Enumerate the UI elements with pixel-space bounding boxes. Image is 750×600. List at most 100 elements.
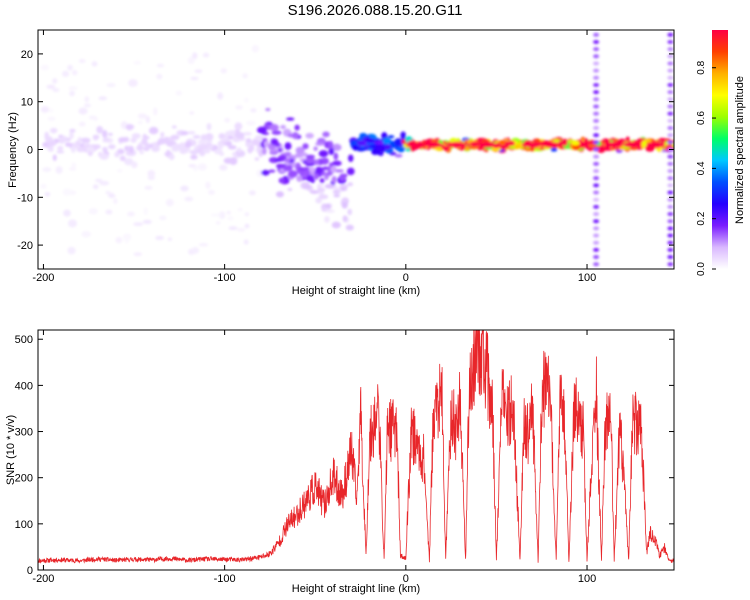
spectrogram-cell	[199, 150, 206, 156]
spectrogram-cell	[190, 76, 199, 81]
spectrogram-cell	[308, 166, 316, 173]
spectrogram-cell	[593, 118, 600, 123]
spectrogram-cell	[78, 59, 86, 63]
spectrogram-cell	[102, 130, 108, 138]
spectrogram-cell	[571, 140, 580, 146]
colorbar-label: Normalized spectral amplitude	[734, 76, 746, 224]
spectrogram-cell	[71, 70, 78, 76]
spectrogram-cell	[509, 145, 516, 149]
spectrogram-cell	[237, 147, 242, 154]
spectrogram-cell	[244, 223, 250, 229]
spectrogram-cell	[593, 47, 600, 52]
spectrogram-cell	[205, 181, 211, 189]
spectrogram-cell	[593, 233, 600, 238]
spectrogram-cell	[387, 135, 395, 139]
x-tick-label: -100	[214, 272, 236, 284]
spectrogram-cell	[317, 190, 325, 195]
spectrogram-cell	[593, 154, 600, 159]
spectrogram-cell	[318, 150, 329, 158]
spectrogram-cell	[115, 236, 123, 244]
spectrogram-cell	[274, 158, 282, 162]
spectrogram-cell	[194, 69, 203, 73]
spectrogram-cell	[42, 167, 52, 172]
spectrogram-cell	[287, 188, 293, 192]
spectrogram-cell	[171, 143, 181, 149]
spectrogram-cell	[667, 125, 674, 130]
spectrogram-cell	[269, 124, 279, 132]
spectrogram-cell	[593, 140, 600, 145]
spectrogram-cell	[287, 170, 298, 178]
spectrogram-cell	[332, 160, 342, 166]
spectrogram-cell	[667, 240, 674, 245]
spectrogram-peak	[646, 141, 665, 148]
spectrogram-cell	[333, 193, 341, 198]
spectrogram-cell	[593, 247, 600, 252]
spectrogram-cell	[498, 139, 506, 146]
spectrogram-cell	[93, 117, 98, 121]
spectrogram-cell	[46, 84, 56, 90]
spectrogram-cell	[507, 140, 515, 146]
spectrogram-cell	[256, 142, 262, 149]
spectrogram-cell	[251, 45, 259, 53]
spectrogram-cell	[593, 262, 600, 267]
spectrogram-cell	[116, 169, 123, 173]
spectrogram-cell	[340, 198, 349, 203]
spectrogram-cell	[593, 104, 600, 109]
x-tick-label: 0	[403, 573, 409, 585]
spectrogram-cell	[248, 190, 256, 196]
spectrogram-cell	[263, 140, 270, 148]
spectrogram-cell	[192, 52, 198, 60]
spectrogram-cell	[128, 146, 134, 154]
spectrogram-cell	[68, 86, 78, 91]
spectrogram-cell	[324, 216, 330, 223]
spectrogram-cell	[667, 140, 674, 145]
spectrogram-cell	[227, 135, 234, 140]
spectrogram-peak	[424, 141, 443, 148]
spectrogram-cell	[236, 227, 246, 232]
spectrogram-cell	[315, 142, 325, 146]
spectrogram-cell	[278, 147, 283, 153]
spectrogram-cell	[108, 194, 116, 198]
spectrogram-cell	[347, 208, 353, 216]
spectrogram-cell	[73, 145, 82, 149]
spectrogram-cell	[71, 162, 77, 169]
spectrogram-cell	[151, 145, 160, 152]
spectrogram-cell	[309, 190, 319, 194]
spectrogram-cell	[294, 124, 300, 131]
y-tick-label: 300	[15, 427, 33, 439]
spectrogram-cell	[52, 88, 60, 93]
spectrogram-cell	[98, 96, 108, 101]
spectrogram-cell	[593, 240, 600, 245]
spectrogram-cell	[593, 212, 600, 217]
spectrogram-cell	[148, 126, 159, 135]
spectrogram-cell	[67, 246, 76, 255]
spectrogram-cell	[582, 142, 589, 149]
spectrogram-cell	[550, 147, 558, 152]
spectrogram-cell	[83, 103, 92, 108]
spectrogram-cell	[593, 169, 600, 174]
snr-xlabel: Height of straight line (km)	[292, 583, 420, 595]
spectrogram-cell	[235, 105, 243, 110]
spectrogram-cell	[317, 188, 326, 192]
spectrogram-cell	[131, 133, 141, 139]
y-tick-label: 400	[15, 380, 33, 392]
spectrogram-cell	[62, 188, 72, 196]
spectrogram-cell	[215, 221, 221, 225]
spectrogram-cell	[667, 183, 674, 188]
spectrogram-cell	[153, 107, 158, 116]
spectrogram-cell	[593, 161, 600, 166]
spectrogram-cell	[593, 226, 600, 231]
spectrogram-cell	[261, 169, 270, 176]
spectrogram-cell	[271, 130, 282, 135]
spectrogram-cell	[382, 137, 391, 145]
spectrogram-cell	[92, 184, 99, 190]
spectrogram-cell	[394, 154, 403, 158]
spectrogram-cell	[604, 145, 609, 152]
spectrogram-cell	[593, 197, 600, 202]
spectrogram-cell	[188, 164, 196, 168]
spectrogram-cell	[217, 92, 224, 100]
spectrogram-cell	[318, 194, 329, 200]
spectrogram-cell	[667, 161, 674, 166]
spectrogram-cell	[218, 133, 226, 140]
